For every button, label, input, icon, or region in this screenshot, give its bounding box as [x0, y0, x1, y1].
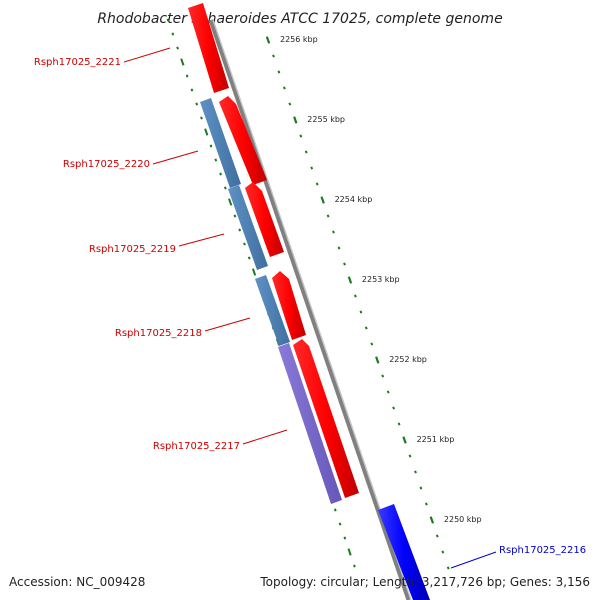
scale-tick-labels: 2256 kbp 2255 kbp 2254 kbp 2253 kbp 2252 kbp…	[280, 35, 482, 524]
svg-text:Rsph17025_2218: Rsph17025_2218	[115, 328, 202, 339]
cds-feature[interactable]	[278, 343, 342, 504]
scale-tick	[214, 158, 218, 162]
cds-features	[200, 98, 342, 504]
reverse-genes	[378, 504, 430, 600]
scale-tick	[171, 32, 175, 36]
scale-outer-ticks	[265, 36, 450, 570]
scale-tick	[353, 564, 356, 568]
scale-tick	[243, 242, 246, 246]
gene-label-rsph17025-2216[interactable]: Rsph17025_2216	[450, 545, 586, 569]
scale-tick	[343, 536, 347, 540]
scale-tick	[283, 86, 286, 90]
scale-tick	[272, 54, 275, 58]
scale-tick	[288, 102, 292, 106]
svg-text:Rsph17025_2221: Rsph17025_2221	[34, 57, 121, 68]
scale-tick	[247, 256, 251, 260]
scale-tick	[435, 534, 439, 538]
scale-tick	[320, 196, 325, 204]
scale-tick	[326, 214, 330, 218]
scale-tick	[277, 70, 281, 74]
cds-feature[interactable]	[228, 185, 268, 270]
scale-tick	[204, 128, 209, 136]
scale-tick	[375, 356, 380, 364]
scale-tick	[190, 88, 194, 92]
gene-arrow-rsph17025-2218[interactable]	[272, 271, 306, 340]
scale-tick	[402, 436, 407, 444]
scale-tick	[446, 566, 450, 570]
scale-tick-label: 2254 kbp	[335, 195, 373, 204]
gene-label-rsph17025-2218[interactable]: Rsph17025_2218	[115, 317, 251, 339]
scale-tick	[310, 166, 314, 170]
gene-arrow-rsph17025-2221[interactable]	[188, 3, 229, 93]
scale-tick	[176, 46, 179, 50]
scale-tick	[370, 342, 374, 346]
scale-tick	[166, 18, 170, 22]
scale-tick	[233, 214, 237, 218]
gene-arrow-rsph17025-2220[interactable]	[219, 96, 267, 185]
scale-tick	[265, 36, 271, 44]
scale-tick	[414, 470, 417, 474]
genome-backbone	[208, 19, 412, 600]
scale-tick	[354, 294, 357, 298]
scale-tick	[408, 454, 412, 458]
scale-tick	[381, 374, 385, 378]
scale-tick	[304, 150, 308, 154]
scale-tick	[293, 116, 298, 124]
scale-tick	[209, 144, 213, 148]
scale-tick	[441, 550, 445, 554]
scale-tick-label: 2256 kbp	[280, 35, 318, 44]
scale-tick	[180, 58, 185, 66]
scale-tick-label: 2250 kbp	[444, 515, 482, 524]
scale-tick-label: 2253 kbp	[362, 275, 400, 284]
svg-text:Rsph17025_2220: Rsph17025_2220	[63, 159, 150, 170]
scale-tick	[219, 172, 222, 176]
scale-tick	[364, 326, 368, 330]
gene-labels: Rsph17025_2221 Rsph17025_2220 Rsph17025_…	[34, 47, 586, 569]
forward-genes	[188, 3, 359, 498]
svg-text:Rsph17025_2216: Rsph17025_2216	[499, 545, 586, 556]
gene-label-rsph17025-2217[interactable]: Rsph17025_2217	[153, 429, 288, 452]
scale-tick	[343, 262, 346, 266]
scale-tick	[392, 406, 395, 410]
svg-text:Rsph17025_2217: Rsph17025_2217	[153, 441, 240, 452]
svg-text:Rsph17025_2219: Rsph17025_2219	[89, 244, 176, 255]
gene-label-rsph17025-2221[interactable]: Rsph17025_2221	[34, 47, 171, 68]
scale-tick	[238, 228, 242, 232]
scale-tick-label: 2255 kbp	[307, 115, 345, 124]
cds-feature[interactable]	[255, 275, 290, 346]
scale-tick	[347, 548, 352, 556]
gene-arrow-rsph17025-2217[interactable]	[293, 339, 359, 498]
gene-arrow-rsph17025-2216[interactable]	[378, 504, 430, 600]
scale-tick	[425, 502, 428, 506]
scale-tick	[333, 508, 337, 512]
scale-tick	[337, 246, 341, 250]
scale-tick	[195, 102, 199, 106]
scale-tick	[347, 276, 353, 284]
map-title: Rhodobacter sphaeroides ATCC 17025, comp…	[97, 11, 502, 27]
gene-label-rsph17025-2219[interactable]: Rsph17025_2219	[89, 233, 225, 255]
scale-tick	[251, 268, 257, 276]
scale-tick	[338, 522, 342, 526]
scale-tick	[332, 230, 335, 234]
gene-arrow-rsph17025-2219[interactable]	[245, 182, 284, 257]
scale-tick	[228, 198, 233, 206]
scale-tick	[315, 182, 319, 186]
accession-text: Accession: NC_009428	[9, 575, 145, 589]
scale-tick	[359, 310, 363, 314]
scale-tick	[185, 74, 189, 78]
scale-tick	[299, 134, 303, 138]
topology-text: Topology: circular; Length: 3,217,726 bp…	[259, 575, 590, 589]
scale-tick-label: 2252 kbp	[389, 355, 427, 364]
cds-feature[interactable]	[200, 98, 241, 188]
scale-tick	[200, 116, 203, 120]
scale-tick	[386, 390, 390, 394]
scale-tick	[429, 516, 435, 524]
scale-tick	[397, 422, 401, 426]
scale-tick	[419, 486, 423, 490]
scale-tick	[223, 186, 227, 190]
gene-label-rsph17025-2220[interactable]: Rsph17025_2220	[63, 150, 199, 170]
scale-tick-label: 2251 kbp	[417, 435, 455, 444]
